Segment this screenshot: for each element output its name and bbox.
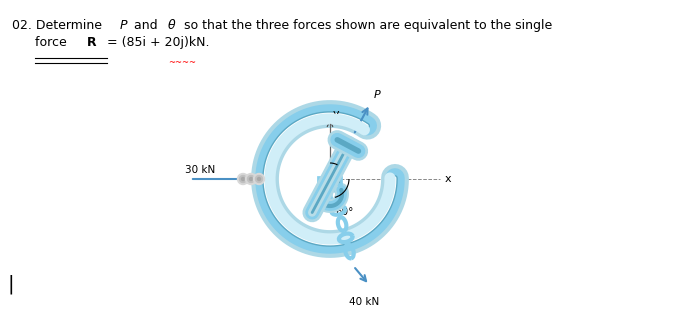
Circle shape (242, 178, 244, 181)
Text: y: y (333, 109, 340, 119)
Circle shape (253, 173, 265, 185)
Text: θ: θ (340, 154, 346, 164)
Text: P: P (120, 19, 128, 32)
Text: force: force (35, 36, 75, 49)
Text: 30 kN: 30 kN (185, 165, 215, 175)
Circle shape (248, 175, 255, 183)
Text: x: x (445, 174, 452, 184)
Text: 40 kN: 40 kN (349, 297, 380, 307)
Text: R: R (87, 36, 96, 49)
Circle shape (255, 175, 263, 183)
Text: and: and (130, 19, 162, 32)
Circle shape (249, 178, 253, 181)
Circle shape (246, 173, 257, 185)
Text: ~~~~: ~~~~ (168, 58, 196, 67)
Circle shape (257, 178, 261, 181)
Text: P: P (374, 90, 381, 100)
Circle shape (240, 175, 246, 183)
Text: 02. Determine: 02. Determine (12, 19, 106, 32)
Text: 60°: 60° (335, 207, 353, 217)
Text: |: | (8, 274, 15, 294)
Circle shape (238, 173, 249, 185)
Text: θ: θ (168, 19, 176, 32)
Text: so that the three forces shown are equivalent to the single: so that the three forces shown are equiv… (180, 19, 552, 32)
Text: = (85i + 20j)kN.: = (85i + 20j)kN. (103, 36, 210, 49)
